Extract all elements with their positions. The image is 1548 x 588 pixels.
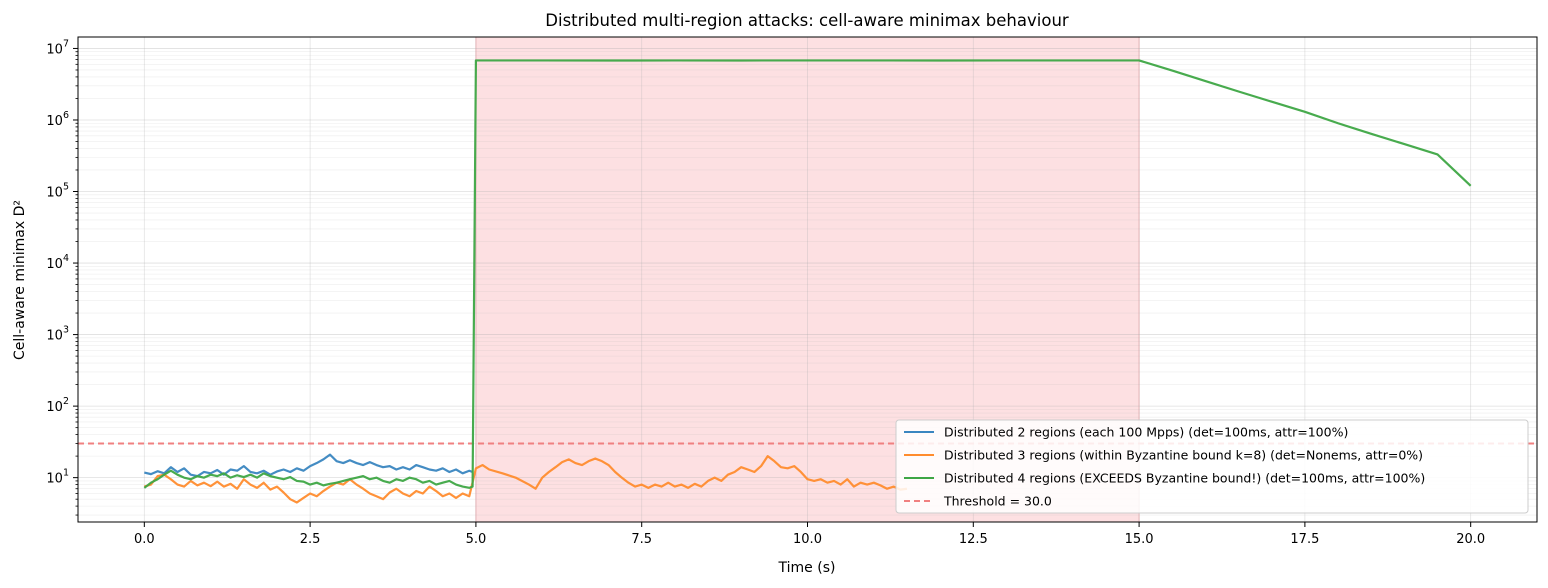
x-tick-label: 20.0 <box>1456 532 1485 547</box>
y-tick-label: 103 <box>46 325 69 344</box>
legend-entry-series-3: Distributed 4 regions (EXCEEDS Byzantine… <box>944 471 1425 486</box>
y-axis-label: Cell-aware minimax D² <box>12 200 28 360</box>
y-tick-label: 104 <box>46 253 69 272</box>
x-axis-ticks: 0.0 2.5 5.0 7.5 10.0 12.5 15.0 17.5 20.0 <box>134 522 1485 547</box>
x-tick-label: 17.5 <box>1290 532 1319 547</box>
x-tick-label: 0.0 <box>134 532 155 547</box>
series-line-3 <box>143 59 1472 489</box>
legend-entry-series-2: Distributed 3 regions (within Byzantine … <box>944 448 1423 463</box>
chart-title: Distributed multi-region attacks: cell-a… <box>545 11 1069 30</box>
x-tick-label: 12.5 <box>959 532 988 547</box>
series-line-2 <box>144 455 908 504</box>
x-tick-label: 5.0 <box>466 532 487 547</box>
y-tick-label: 102 <box>46 396 69 415</box>
x-axis-label: Time (s) <box>778 560 836 576</box>
series-line-1 <box>144 453 473 478</box>
y-tick-label: 107 <box>46 38 69 57</box>
y-axis-ticks: 101 102 103 104 105 106 107 <box>46 38 78 516</box>
legend: Distributed 2 regions (each 100 Mpps) (d… <box>895 419 1529 514</box>
x-tick-label: 2.5 <box>300 532 321 547</box>
legend-entry-series-1: Distributed 2 regions (each 100 Mpps) (d… <box>944 425 1348 440</box>
x-tick-label: 7.5 <box>631 532 652 547</box>
x-tick-label: 10.0 <box>793 532 822 547</box>
series-layer <box>143 59 1472 504</box>
legend-entry-threshold: Threshold = 30.0 <box>943 494 1052 509</box>
y-tick-label: 101 <box>46 468 69 487</box>
y-tick-label: 105 <box>46 182 69 201</box>
y-tick-label: 106 <box>46 110 69 129</box>
x-tick-label: 15.0 <box>1125 532 1154 547</box>
legend-box <box>895 419 1529 514</box>
